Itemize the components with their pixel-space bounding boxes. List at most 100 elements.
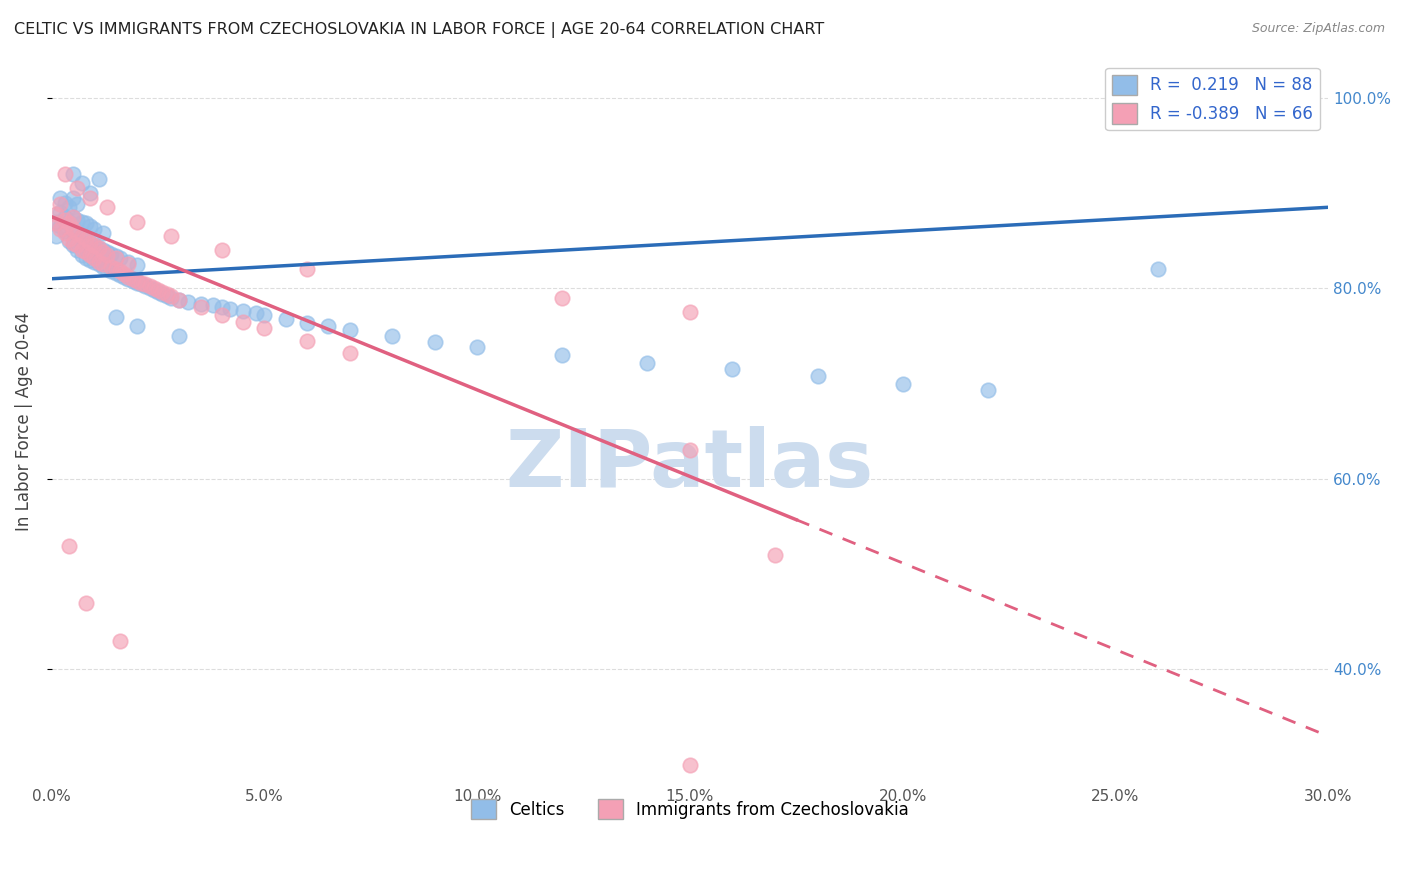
- Point: [66, 226, 89, 240]
- Point: [91, 226, 114, 240]
- Point: [129, 276, 152, 290]
- Point: [125, 214, 148, 228]
- Point: [245, 306, 267, 320]
- Point: [87, 171, 110, 186]
- Point: [49, 219, 72, 234]
- Point: [91, 257, 114, 271]
- Point: [53, 224, 76, 238]
- Point: [49, 191, 72, 205]
- Point: [156, 289, 179, 303]
- Point: [70, 177, 93, 191]
- Point: [79, 191, 101, 205]
- Point: [62, 210, 84, 224]
- Point: [104, 262, 127, 277]
- Point: [138, 281, 160, 295]
- Point: [551, 348, 574, 362]
- Point: [75, 217, 97, 231]
- Point: [112, 267, 135, 281]
- Point: [160, 289, 183, 303]
- Point: [79, 252, 101, 267]
- Point: [108, 633, 131, 648]
- Point: [763, 548, 786, 562]
- Point: [58, 539, 80, 553]
- Point: [211, 308, 233, 322]
- Point: [156, 287, 179, 301]
- Point: [339, 323, 361, 337]
- Point: [551, 291, 574, 305]
- Point: [96, 245, 118, 260]
- Point: [169, 293, 191, 307]
- Point: [295, 316, 318, 330]
- Point: [679, 443, 702, 458]
- Point: [100, 264, 122, 278]
- Point: [142, 283, 165, 297]
- Point: [96, 248, 118, 262]
- Point: [91, 260, 114, 275]
- Point: [58, 217, 80, 231]
- Point: [66, 181, 89, 195]
- Point: [117, 271, 139, 285]
- Point: [96, 262, 118, 277]
- Point: [121, 274, 143, 288]
- Point: [66, 243, 89, 257]
- Point: [91, 245, 114, 260]
- Point: [117, 257, 139, 271]
- Point: [977, 383, 1000, 397]
- Point: [138, 279, 160, 293]
- Point: [108, 251, 131, 265]
- Point: [125, 274, 148, 288]
- Point: [66, 226, 89, 240]
- Point: [100, 260, 122, 275]
- Point: [721, 362, 744, 376]
- Point: [316, 319, 339, 334]
- Point: [83, 254, 105, 268]
- Point: [70, 228, 93, 243]
- Point: [91, 243, 114, 257]
- Point: [160, 228, 183, 243]
- Point: [79, 235, 101, 250]
- Point: [232, 304, 254, 318]
- Point: [211, 301, 233, 315]
- Point: [58, 232, 80, 246]
- Point: [1147, 262, 1170, 277]
- Point: [62, 210, 84, 224]
- Point: [169, 293, 191, 307]
- Point: [62, 191, 84, 205]
- Point: [53, 212, 76, 227]
- Point: [104, 266, 127, 280]
- Point: [75, 596, 97, 610]
- Point: [79, 186, 101, 200]
- Point: [891, 376, 914, 391]
- Point: [177, 294, 200, 309]
- Point: [58, 200, 80, 214]
- Point: [339, 346, 361, 360]
- Point: [121, 271, 143, 285]
- Point: [62, 167, 84, 181]
- Point: [58, 214, 80, 228]
- Point: [117, 269, 139, 284]
- Text: Source: ZipAtlas.com: Source: ZipAtlas.com: [1251, 22, 1385, 36]
- Point: [79, 248, 101, 262]
- Point: [146, 283, 169, 297]
- Point: [83, 251, 105, 265]
- Point: [190, 301, 212, 315]
- Point: [66, 238, 89, 252]
- Point: [253, 321, 276, 335]
- Point: [75, 245, 97, 260]
- Point: [58, 234, 80, 248]
- Point: [87, 241, 110, 255]
- Point: [150, 287, 173, 301]
- Point: [100, 247, 122, 261]
- Text: CELTIC VS IMMIGRANTS FROM CZECHOSLOVAKIA IN LABOR FORCE | AGE 20-64 CORRELATION : CELTIC VS IMMIGRANTS FROM CZECHOSLOVAKIA…: [14, 22, 824, 38]
- Legend: Celtics, Immigrants from Czechoslovakia: Celtics, Immigrants from Czechoslovakia: [464, 792, 915, 826]
- Point: [66, 197, 89, 211]
- Point: [66, 212, 89, 227]
- Point: [49, 205, 72, 219]
- Point: [79, 219, 101, 234]
- Point: [274, 311, 297, 326]
- Point: [381, 329, 404, 343]
- Point: [87, 241, 110, 255]
- Point: [75, 234, 97, 248]
- Point: [104, 251, 127, 265]
- Point: [75, 251, 97, 265]
